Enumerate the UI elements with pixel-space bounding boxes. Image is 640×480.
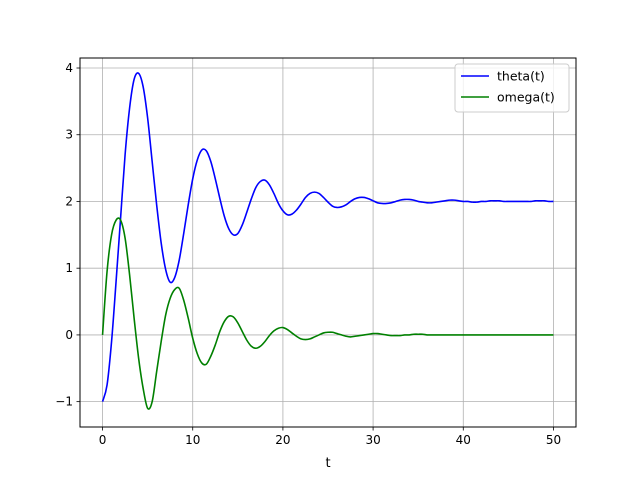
series-line-1 — [101, 72, 554, 402]
x-tick-label: 40 — [456, 433, 471, 447]
y-tick-label: 3 — [65, 128, 73, 142]
x-tick-label: 20 — [275, 433, 290, 447]
y-tick-label: 0 — [65, 328, 73, 342]
y-tick-label: −1 — [55, 395, 73, 409]
y-tick-label: 1 — [65, 261, 73, 275]
legend-label: theta(t) — [497, 69, 545, 84]
legend-label: omega(t) — [497, 90, 555, 105]
x-tick-label: 30 — [365, 433, 380, 447]
series-line-2 — [101, 217, 554, 410]
x-axis-label: t — [325, 456, 330, 471]
x-tick-label: 0 — [99, 433, 107, 447]
y-tick-label: 2 — [65, 194, 73, 208]
x-tick-label: 50 — [546, 433, 561, 447]
y-tick-label: 4 — [65, 61, 73, 75]
plot-frame — [79, 57, 577, 428]
axis-ticks: 0 10 20 30 40 50 −1 0 1 2 3 4 — [55, 61, 561, 447]
grid-lines — [80, 58, 576, 427]
legend: theta(t) omega(t) — [454, 63, 570, 113]
series-group — [101, 72, 554, 410]
x-tick-label: 10 — [185, 433, 200, 447]
